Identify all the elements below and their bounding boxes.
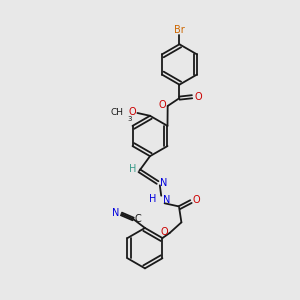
Text: O: O	[128, 107, 136, 117]
Text: H: H	[130, 164, 137, 173]
Text: N: N	[160, 178, 167, 188]
Text: O: O	[160, 227, 168, 237]
Text: 3: 3	[128, 116, 132, 122]
Text: C: C	[135, 214, 141, 224]
Text: O: O	[194, 92, 202, 102]
Text: O: O	[193, 196, 200, 206]
Text: N: N	[112, 208, 120, 218]
Text: H: H	[149, 194, 156, 204]
Text: CH: CH	[111, 108, 124, 117]
Text: Br: Br	[174, 25, 185, 35]
Text: O: O	[158, 100, 166, 110]
Text: N: N	[163, 196, 170, 206]
